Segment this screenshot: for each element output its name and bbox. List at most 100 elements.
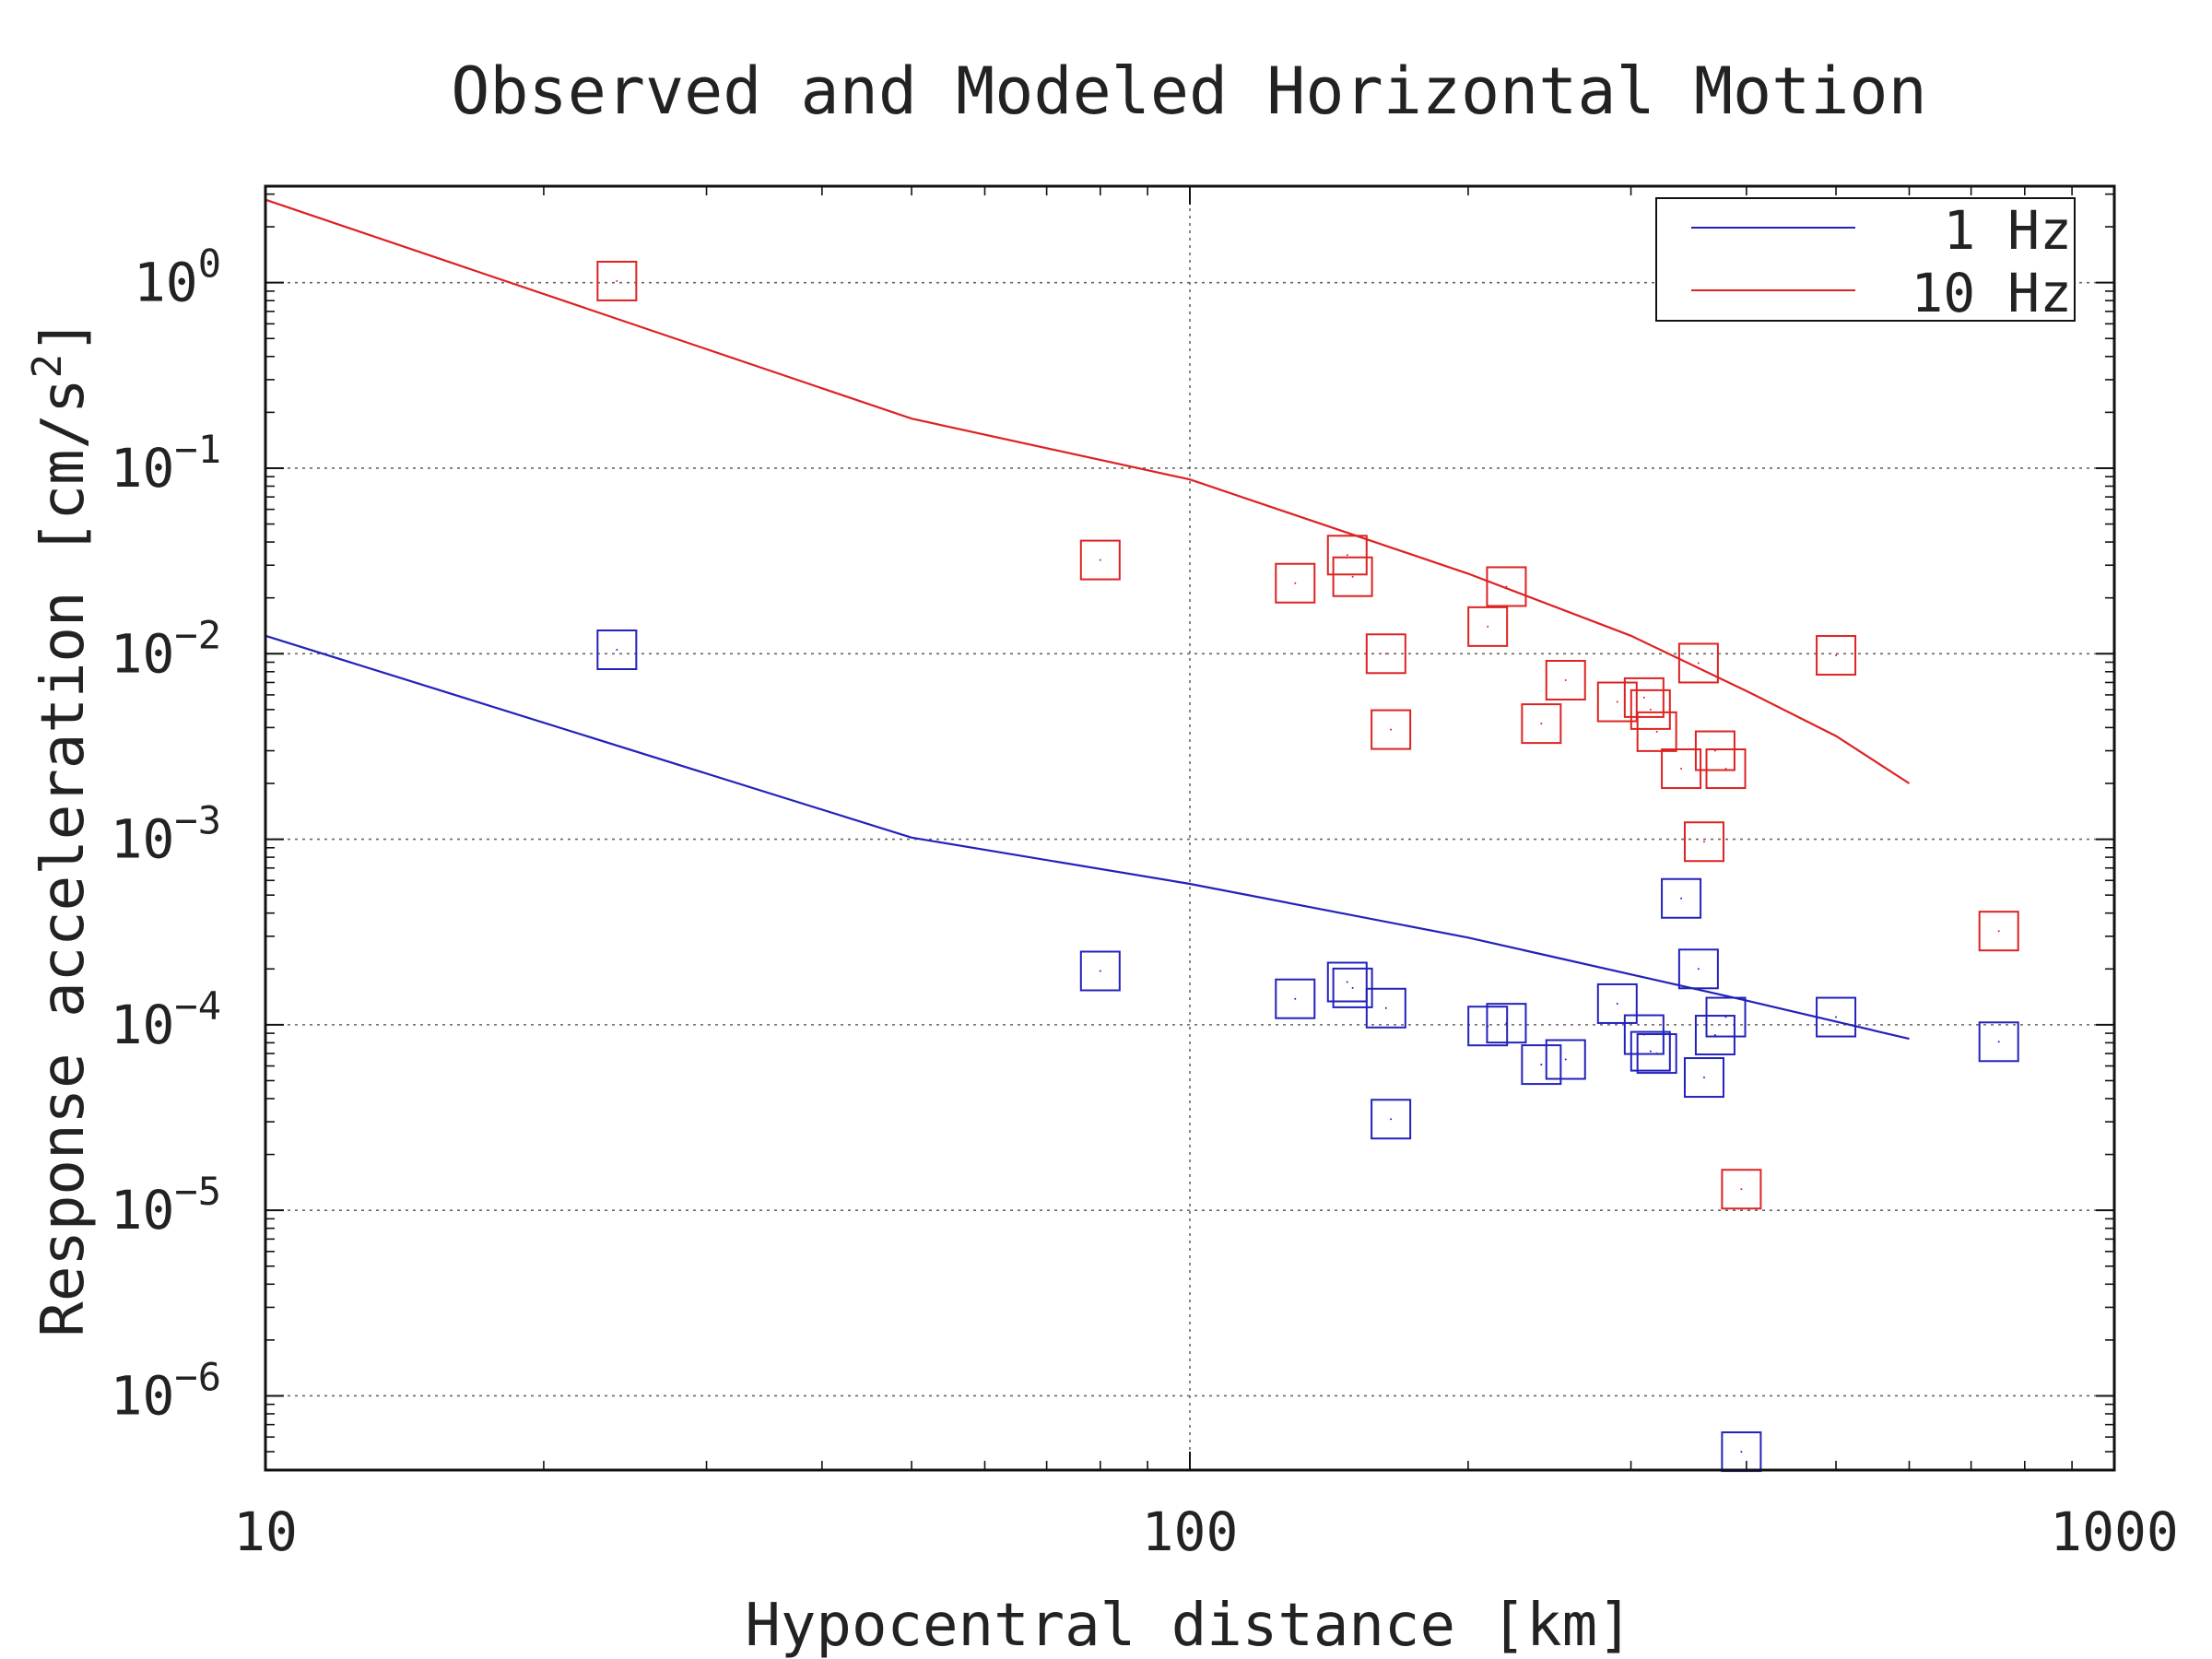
observed-point-center-1hz <box>616 649 618 652</box>
observed-point-10hz <box>1275 562 1316 604</box>
observed-point-center-1hz <box>1564 1058 1567 1061</box>
observed-point-1hz <box>1978 1021 2019 1063</box>
observed-point-center-10hz <box>1505 585 1508 588</box>
observed-point-center-10hz <box>1351 575 1354 578</box>
observed-point-center-1hz <box>1649 1050 1652 1053</box>
y-tick-label-base: 10 <box>111 437 175 500</box>
y-tick-label: 10−5 <box>111 1169 221 1241</box>
observed-point-center-10hz <box>1655 730 1658 733</box>
observed-point-1hz <box>1326 961 1368 1003</box>
observed-point-center-10hz <box>1997 930 2000 933</box>
observed-point-10hz <box>1661 748 1702 790</box>
y-tick-label-exponent: −6 <box>174 1354 221 1399</box>
observed-point-center-10hz <box>1642 696 1645 699</box>
y-axis-label-main: Response acceleration [cm/s <box>29 378 98 1336</box>
observed-point-center-1hz <box>1702 1077 1705 1079</box>
observed-point-center-10hz <box>1294 582 1297 584</box>
observed-point-1hz <box>1521 1044 1562 1086</box>
observed-point-10hz <box>1521 703 1562 745</box>
observed-point-10hz <box>1596 681 1638 723</box>
y-tick-label: 10−2 <box>111 612 221 685</box>
y-tick-label-exponent: −5 <box>174 1169 221 1214</box>
observed-point-1hz <box>1545 1039 1586 1080</box>
observed-point-center-10hz <box>1697 662 1700 665</box>
observed-point-center-10hz <box>1702 841 1705 843</box>
observed-point-1hz <box>1636 1033 1677 1075</box>
observed-point-center-10hz <box>1649 708 1652 711</box>
x-tick-labels: 10 100 1000 <box>233 1500 2179 1563</box>
legend: 1 Hz 10 Hz <box>1655 197 2076 324</box>
observed-point-center-1hz <box>1997 1041 2000 1043</box>
observed-point-1hz <box>1630 1030 1671 1072</box>
observed-point-center-10hz <box>616 279 618 282</box>
x-tick-label: 10 <box>233 1500 298 1563</box>
observed-point-center-10hz <box>1835 654 1838 657</box>
observed-point-10hz <box>1978 911 2019 952</box>
observed-point-10hz <box>1816 635 1857 677</box>
observed-point-center-1hz <box>1351 986 1354 989</box>
observed-point-10hz <box>1636 711 1677 752</box>
observed-point-1hz <box>596 629 638 671</box>
observed-point-1hz <box>1365 987 1406 1029</box>
observed-points <box>596 260 2019 1473</box>
observed-point-center-1hz <box>1540 1064 1543 1066</box>
y-tick-label-exponent: −1 <box>174 427 221 472</box>
y-axis-label: Response acceleration [cm/s2] <box>24 318 98 1336</box>
observed-point-center-10hz <box>1346 554 1348 557</box>
observed-point-center-10hz <box>1487 625 1489 628</box>
observed-point-10hz <box>1677 642 1719 684</box>
observed-point-1hz <box>1705 996 1747 1038</box>
y-tick-label-exponent: −3 <box>174 798 221 843</box>
observed-point-10hz <box>1630 688 1671 730</box>
model-lines <box>265 198 1911 1041</box>
observed-point-center-1hz <box>1697 968 1700 971</box>
observed-point-10hz <box>1694 730 1735 771</box>
observed-point-10hz <box>1705 748 1747 790</box>
observed-point-center-1hz <box>1390 1118 1393 1121</box>
axis-ticks <box>265 186 2115 1471</box>
x-tick-label: 1000 <box>2050 1500 2179 1563</box>
y-tick-label: 10−4 <box>111 983 221 1056</box>
y-tick-label-base: 10 <box>111 622 175 685</box>
observed-point-center-1hz <box>1294 997 1297 1000</box>
observed-point-center-1hz <box>1505 1022 1508 1025</box>
y-axis-label-sup: 2 <box>24 354 71 379</box>
observed-point-10hz <box>1623 677 1665 718</box>
y-tick-label-exponent: −2 <box>174 612 221 657</box>
x-axis-label: Hypocentral distance [km] <box>745 1592 1632 1659</box>
y-tick-label-exponent: 0 <box>198 241 221 287</box>
observed-point-center-1hz <box>1680 897 1683 900</box>
chart-title: Observed and Modeled Horizontal Motion <box>451 53 1926 129</box>
observed-point-10hz <box>1365 633 1406 675</box>
observed-point-center-10hz <box>1540 723 1543 725</box>
y-tick-label-base: 10 <box>111 994 175 1056</box>
y-tick-label-base: 10 <box>111 1364 175 1427</box>
grid <box>265 186 2115 1470</box>
observed-point-10hz <box>1486 566 1527 607</box>
observed-point-center-10hz <box>1740 1188 1743 1191</box>
legend-box <box>1655 197 2076 322</box>
y-tick-label-base: 10 <box>111 808 175 871</box>
observed-point-1hz <box>1683 1057 1724 1099</box>
observed-point-10hz <box>1545 659 1586 700</box>
observed-point-center-1hz <box>1346 981 1348 983</box>
observed-point-center-10hz <box>1390 728 1393 731</box>
observed-point-center-1hz <box>1616 1002 1618 1005</box>
observed-point-1hz <box>1816 996 1857 1038</box>
observed-point-center-10hz <box>1724 768 1727 771</box>
observed-point-10hz <box>1079 539 1121 581</box>
observed-point-center-1hz <box>1835 1016 1838 1018</box>
observed-point-10hz <box>1326 535 1368 576</box>
observed-point-1hz <box>1694 1015 1735 1056</box>
observed-point-1hz <box>1275 978 1316 1019</box>
observed-point-1hz <box>1596 982 1638 1024</box>
observed-point-center-10hz <box>1384 653 1387 655</box>
observed-point-10hz <box>1332 556 1373 597</box>
observed-point-center-10hz <box>1680 768 1683 771</box>
y-tick-label: 10−6 <box>111 1354 221 1427</box>
x-tick-label: 100 <box>1142 1500 1239 1563</box>
model-line-1hz <box>265 634 1910 1041</box>
observed-point-10hz <box>1467 606 1509 647</box>
